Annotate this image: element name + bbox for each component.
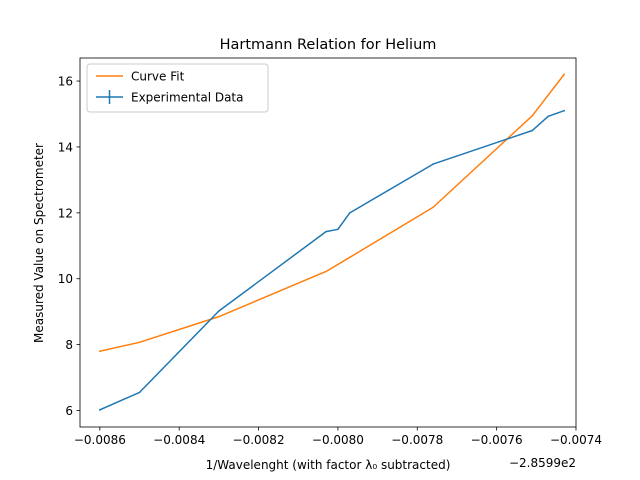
- y-tick-label: 12: [58, 206, 73, 220]
- data-point-curve-fit: [99, 350, 101, 353]
- data-point-experimental-data: [218, 310, 220, 312]
- data-point-curve-fit: [325, 270, 327, 273]
- data-point-curve-fit: [138, 341, 141, 344]
- x-tick-label: −0.0078: [391, 433, 443, 447]
- x-tick-label: −0.0082: [233, 433, 285, 447]
- data-point-curve-fit: [218, 315, 220, 318]
- legend: Curve Fit Experimental Data: [86, 63, 269, 113]
- x-tick-label: −0.0086: [74, 433, 126, 447]
- x-axis-offset-label: −2.8599e2: [509, 456, 576, 470]
- data-point-curve-fit: [531, 114, 534, 117]
- series-line-curve-fit: [98, 73, 566, 353]
- y-tick-label: 16: [58, 75, 73, 89]
- plot-area: −0.0086 −0.0084 −0.0082 −0.0080 −0.0078 −0.00…: [58, 57, 602, 447]
- y-tick-label: 14: [58, 140, 73, 154]
- data-point-experimental-data: [337, 228, 339, 231]
- legend-label-experimental-data: Experimental Data: [131, 91, 244, 105]
- data-point-experimental-data: [531, 129, 534, 132]
- series-line-experimental-data: [98, 109, 566, 411]
- y-tick-label: 10: [58, 272, 73, 286]
- x-tick-label: −0.0076: [471, 433, 523, 447]
- data-point-curve-fit: [563, 73, 565, 76]
- legend-label-curve-fit: Curve Fit: [131, 70, 185, 84]
- data-point-experimental-data: [432, 163, 434, 165]
- data-point-experimental-data: [547, 115, 550, 118]
- y-axis-title: Measured Value on Spectrometer: [32, 143, 46, 343]
- x-tick-label: −0.0074: [550, 433, 602, 447]
- x-tick-label: −0.0080: [312, 433, 364, 447]
- data-point-experimental-data: [325, 230, 327, 233]
- data-point-experimental-data: [99, 409, 101, 411]
- data-point-experimental-data: [349, 212, 351, 214]
- data-point-experimental-data: [138, 391, 141, 394]
- y-tick-label: 6: [65, 404, 73, 418]
- data-point-curve-fit: [432, 206, 434, 209]
- axes-frame: [79, 57, 577, 428]
- legend-box: [86, 63, 269, 113]
- data-point-curve-fit: [349, 256, 351, 259]
- y-tick-label: 8: [65, 338, 73, 352]
- x-tick-label: −0.0084: [153, 433, 205, 447]
- data-point-experimental-data: [563, 109, 565, 112]
- x-axis-title: 1/Wavelenght (with factor λ₀ subtracted): [206, 458, 451, 472]
- chart-title: Hartmann Relation for Helium: [220, 37, 437, 53]
